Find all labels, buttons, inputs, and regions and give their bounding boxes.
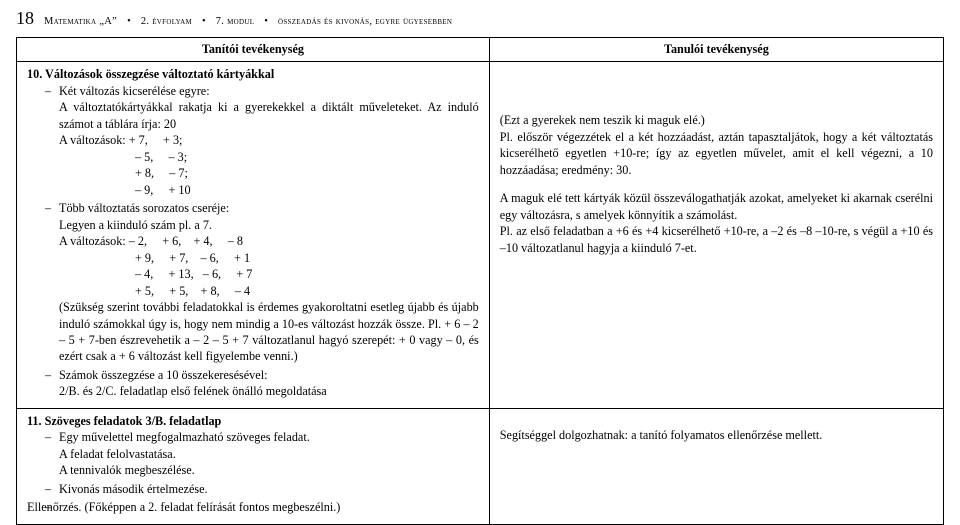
bullet-icon: • <box>264 16 268 27</box>
sec11-title: 11. Szöveges feladatok 3/B. feladatlap <box>27 413 479 429</box>
right-text: Pl. először végezzétek el a két hozzáadá… <box>500 129 933 178</box>
left-cell-sec11: 11. Szöveges feladatok 3/B. feladatlap E… <box>17 408 490 524</box>
header-title: összeadás és kivonás, egyre ügyesebben <box>278 16 452 27</box>
right-text: (Ezt a gyerekek nem teszik ki maguk elé.… <box>500 112 933 128</box>
valt2-row: – 2, + 6, + 4, – 8 <box>129 234 243 248</box>
item-text: Egy művelettel megfogalmazható szöveges … <box>59 430 310 444</box>
list-item: Számok összegzése a 10 összekeresésével:… <box>45 367 479 400</box>
valt2-row: + 5, + 5, + 8, – 4 <box>59 283 479 299</box>
valt-row: + 7, + 3; <box>129 133 183 147</box>
table-row: 10. Változások összegzése változtató kár… <box>17 62 944 408</box>
item-paragraph: (Szükség szerint további feladatokkal is… <box>59 299 479 365</box>
list-item: Kivonás második értelmezése. <box>45 481 479 497</box>
valt2-row: – 4, + 13, – 6, + 7 <box>59 266 479 282</box>
list-item: Több változtatás sorozatos cseréje: Legy… <box>45 200 479 365</box>
sec10-title: 10. Változások összegzése változtató kár… <box>27 66 479 82</box>
item-subtext: A tennivalók megbeszélése. <box>59 462 479 478</box>
page-root: 18 Matematika „A” • 2. évfolyam • 7. mod… <box>0 0 960 525</box>
right-cell-sec11: Segítséggel dolgozhatnak: a tanító folya… <box>489 408 943 524</box>
valt-label: A változások: <box>59 234 126 248</box>
valt-row: – 9, + 10 <box>59 182 479 198</box>
page-number: 18 <box>16 8 34 29</box>
item-text: Ellenőrzés. (Főképpen a 2. feladat felír… <box>27 500 340 514</box>
bullet-icon: • <box>127 16 131 27</box>
valt2-row: + 9, + 7, – 6, + 1 <box>59 250 479 266</box>
bullet-icon: • <box>202 16 206 27</box>
item-text: Kivonás második értelmezése. <box>59 482 208 496</box>
list-item: Egy művelettel megfogalmazható szöveges … <box>45 429 479 478</box>
header-grade: 2. évfolyam <box>141 16 192 27</box>
item-subtext: 2/B. és 2/C. feladatlap első felének öná… <box>59 383 479 399</box>
valt-label: A változások: <box>59 133 126 147</box>
list-item: Ellenőrzés. (Főképpen a 2. feladat felír… <box>45 499 479 515</box>
page-header: 18 Matematika „A” • 2. évfolyam • 7. mod… <box>16 8 944 29</box>
item-text: Számok összegzése a 10 összekeresésével: <box>59 368 267 382</box>
valt-row: – 5, – 3; <box>59 149 479 165</box>
col-left-header: Tanítói tevékenység <box>17 38 490 62</box>
item-subtext: Legyen a kiinduló szám pl. a 7. <box>59 217 479 233</box>
right-text: Segítséggel dolgozhatnak: a tanító folya… <box>500 427 933 443</box>
activity-table: Tanítói tevékenység Tanulói tevékenység … <box>16 37 944 525</box>
table-row: 11. Szöveges feladatok 3/B. feladatlap E… <box>17 408 944 524</box>
item-text: Több változtatás sorozatos cseréje: <box>59 201 229 215</box>
item-subtext: A változtatókártyákkal rakatja ki a gyer… <box>59 99 479 132</box>
item-text: Két változás kicserélése egyre: <box>59 84 210 98</box>
left-cell-sec10: 10. Változások összegzése változtató kár… <box>17 62 490 408</box>
table-header-row: Tanítói tevékenység Tanulói tevékenység <box>17 38 944 62</box>
right-text: A maguk elé tett kártyák közül összeválo… <box>500 190 933 223</box>
list-item: Két változás kicserélése egyre: A változ… <box>45 83 479 198</box>
col-right-header: Tanulói tevékenység <box>489 38 943 62</box>
right-cell-sec10: (Ezt a gyerekek nem teszik ki maguk elé.… <box>489 62 943 408</box>
header-module: 7. modul <box>216 16 255 27</box>
header-subject: Matematika „A” <box>44 16 117 27</box>
right-text: Pl. az első feladatban a +6 és +4 kicser… <box>500 223 933 256</box>
valt-row: + 8, – 7; <box>59 165 479 181</box>
item-subtext: A feladat felolvastatása. <box>59 446 479 462</box>
